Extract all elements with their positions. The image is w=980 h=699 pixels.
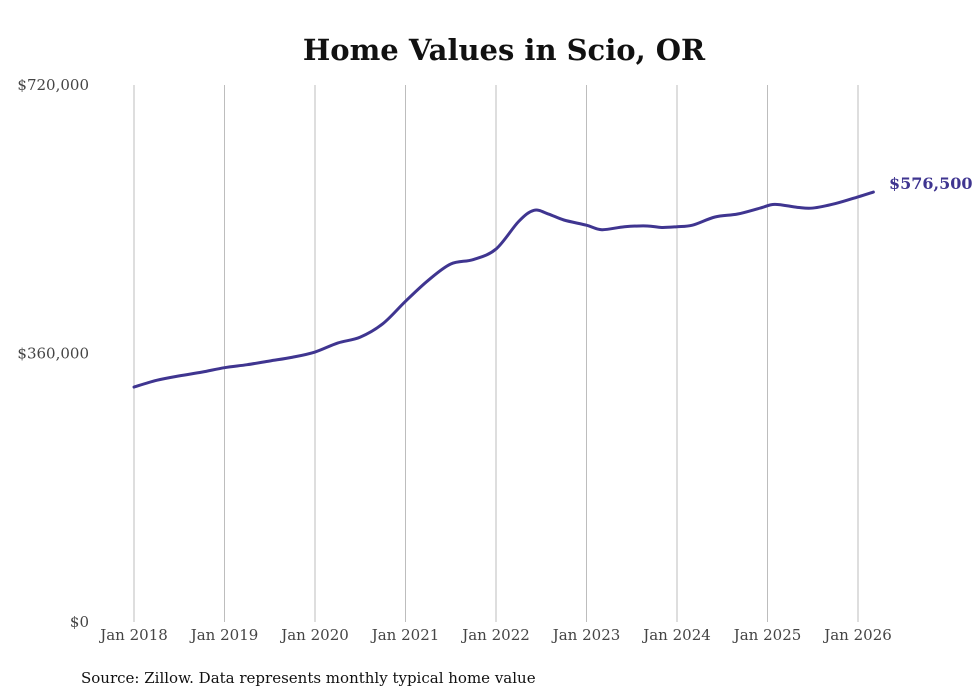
y-tick-label-0: $0 xyxy=(70,613,89,631)
x-tick-label-2020: Jan 2020 xyxy=(279,626,349,644)
end-value-label: $576,500 xyxy=(889,174,973,193)
y-axis-ticks: $0 $360,000 $720,000 xyxy=(17,76,89,631)
source-note: Source: Zillow. Data represents monthly … xyxy=(81,669,536,687)
chart-title: Home Values in Scio, OR xyxy=(303,33,706,67)
x-tick-label-2026: Jan 2026 xyxy=(822,626,892,644)
x-tick-label-2019: Jan 2019 xyxy=(189,626,259,644)
x-tick-label-2022: Jan 2022 xyxy=(460,626,530,644)
x-tick-label-2018: Jan 2018 xyxy=(98,626,168,644)
y-tick-label-360000: $360,000 xyxy=(17,345,89,363)
x-tick-label-2025: Jan 2025 xyxy=(732,626,802,644)
y-tick-label-720000: $720,000 xyxy=(17,76,89,94)
x-tick-label-2023: Jan 2023 xyxy=(551,626,621,644)
gridlines xyxy=(133,85,859,622)
series-line-home-value xyxy=(132,190,875,389)
x-axis-ticks: Jan 2018 Jan 2019 Jan 2020 Jan 2021 Jan 2022… xyxy=(98,626,892,644)
x-tick-label-2021: Jan 2021 xyxy=(370,626,440,644)
x-tick-label-2024: Jan 2024 xyxy=(641,626,711,644)
